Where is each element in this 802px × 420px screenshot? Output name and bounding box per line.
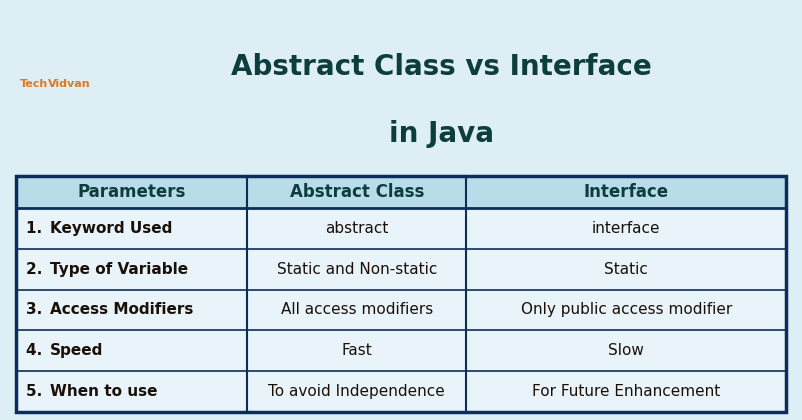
Text: Static and Non-static: Static and Non-static xyxy=(277,262,437,277)
Text: 2.: 2. xyxy=(26,262,53,277)
Text: Tech: Tech xyxy=(20,79,48,89)
Text: interface: interface xyxy=(592,221,661,236)
Text: When to use: When to use xyxy=(50,384,157,399)
Text: Access Modifiers: Access Modifiers xyxy=(50,302,193,318)
Text: abstract: abstract xyxy=(325,221,388,236)
Text: 3.: 3. xyxy=(26,302,52,318)
Text: Vidvan: Vidvan xyxy=(48,79,91,89)
Text: All access modifiers: All access modifiers xyxy=(281,302,433,318)
Text: 1.: 1. xyxy=(26,221,52,236)
Text: Interface: Interface xyxy=(584,183,669,201)
Bar xyxy=(16,176,786,412)
Bar xyxy=(16,176,786,412)
Text: Slow: Slow xyxy=(608,343,644,358)
Bar xyxy=(16,176,786,208)
Text: 5.: 5. xyxy=(26,384,52,399)
Text: To avoid Independence: To avoid Independence xyxy=(269,384,445,399)
Text: Static: Static xyxy=(604,262,648,277)
Text: Only public access modifier: Only public access modifier xyxy=(520,302,732,318)
Text: Parameters: Parameters xyxy=(77,183,186,201)
Text: Type of Variable: Type of Variable xyxy=(50,262,188,277)
Text: Abstract Class vs Interface: Abstract Class vs Interface xyxy=(231,53,651,81)
Text: For Future Enhancement: For Future Enhancement xyxy=(532,384,720,399)
Text: Keyword Used: Keyword Used xyxy=(50,221,172,236)
Text: Fast: Fast xyxy=(342,343,372,358)
Text: in Java: in Java xyxy=(389,121,493,148)
Text: Abstract Class: Abstract Class xyxy=(290,183,424,201)
Text: Speed: Speed xyxy=(50,343,103,358)
Text: 4.: 4. xyxy=(26,343,52,358)
